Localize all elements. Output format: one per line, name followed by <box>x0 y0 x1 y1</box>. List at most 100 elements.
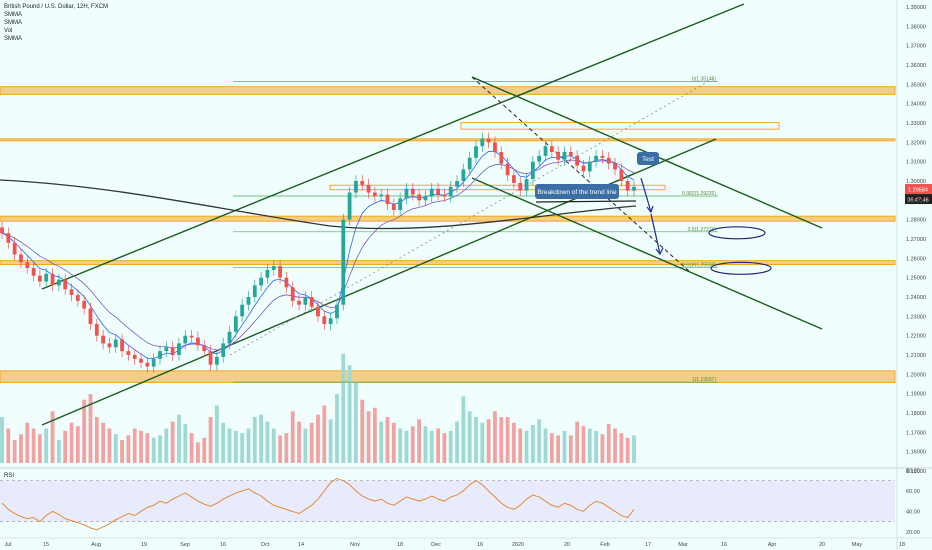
candle-body <box>625 181 630 191</box>
test-label-box <box>637 152 659 165</box>
volume-bar <box>38 434 42 463</box>
candle-body <box>56 279 61 286</box>
volume-bar <box>455 421 459 463</box>
candle-body <box>202 345 207 352</box>
volume-bar <box>259 414 264 463</box>
volume-bar <box>101 422 106 463</box>
candle-body <box>6 233 11 243</box>
fib-level-label: 0.618(1.25536) <box>682 262 716 268</box>
candle-body <box>107 343 112 348</box>
candle-body <box>25 262 30 268</box>
legend-item[interactable]: Vol <box>4 28 13 34</box>
candle-body <box>19 254 23 263</box>
legend-item[interactable]: SMMA <box>4 12 22 18</box>
volume-bar <box>252 417 257 463</box>
candle-body <box>328 318 333 325</box>
x-tick-label: 15 <box>43 542 49 548</box>
volume-bar <box>170 421 175 463</box>
volume-bar <box>404 430 409 463</box>
legend-item[interactable]: SMMA <box>4 20 22 26</box>
candle-body <box>145 362 150 367</box>
candle-body <box>613 163 617 170</box>
candle-body <box>581 165 586 172</box>
y-tick-label: 1.33000 <box>906 121 926 127</box>
candle-body <box>322 316 327 325</box>
volume-bar <box>372 407 377 463</box>
x-tick-label: 18 <box>899 542 905 548</box>
candle-body <box>398 198 403 210</box>
candle-body <box>499 152 504 164</box>
candle-body <box>568 152 573 156</box>
volume-bar <box>461 396 466 463</box>
volume-bar <box>632 435 636 463</box>
candle-body <box>50 273 55 286</box>
x-tick-label: Sep <box>180 542 190 548</box>
volume-bar <box>530 425 535 463</box>
legend-item[interactable]: SMMA <box>4 36 22 42</box>
volume-bar <box>480 422 485 463</box>
candle-body <box>335 304 339 319</box>
volume-bar <box>246 428 251 463</box>
resistance-zone <box>0 215 896 222</box>
volume-bar <box>271 428 276 463</box>
volume-bar <box>189 433 194 463</box>
candlesticks <box>0 132 636 373</box>
candle-body <box>221 343 226 357</box>
resistance-zone <box>0 260 896 266</box>
volume-bar <box>594 430 598 463</box>
candle-body <box>619 169 624 181</box>
candle-body <box>543 146 548 156</box>
candle-body <box>252 285 257 297</box>
x-tick-label: 16 <box>721 542 727 548</box>
volume-bar <box>600 434 605 463</box>
breakdown-marker-line <box>535 200 637 203</box>
volume-bar <box>581 426 586 463</box>
volume-bar <box>556 435 561 463</box>
candle-body <box>290 287 295 301</box>
y-tick-label: 1.34000 <box>906 102 926 108</box>
candle-body <box>537 155 542 162</box>
current-price-tag <box>905 184 932 195</box>
volume-bar <box>474 417 478 463</box>
candle-body <box>417 194 422 201</box>
volume-bar <box>297 421 301 463</box>
candle-body <box>341 219 346 305</box>
y-tick-label: 1.35000 <box>906 82 926 88</box>
volume-bar <box>164 428 169 463</box>
fib-level-label: 0.382(1.29226) <box>682 191 716 197</box>
candle-body <box>391 204 396 210</box>
candle-body <box>164 347 169 352</box>
x-tick-label: 19 <box>141 542 147 548</box>
candle-body <box>530 161 535 180</box>
volume-bar <box>537 419 542 463</box>
resistance-zone <box>460 122 780 130</box>
candle-body <box>246 297 251 305</box>
volume-bar <box>88 394 93 463</box>
x-tick-label: Dec <box>431 542 441 548</box>
volume-bar <box>196 442 200 463</box>
x-tick-label: 18 <box>397 542 403 548</box>
volume-bar <box>429 430 434 463</box>
volume-bar <box>202 437 207 463</box>
candle-body <box>372 192 377 197</box>
y-tick-label: 1.15000 <box>906 469 926 475</box>
y-tick-label: 1.16000 <box>906 450 926 456</box>
volume-bar <box>183 423 188 463</box>
candle-body <box>385 194 390 205</box>
volume-bar <box>126 435 131 463</box>
y-tick-label: 1.28000 <box>906 218 926 224</box>
volume-bar <box>303 428 308 463</box>
volume-bar <box>139 430 143 463</box>
y-tick-label: 1.27000 <box>906 237 926 243</box>
candle-body <box>486 138 491 143</box>
candle-body <box>88 308 93 325</box>
projection-arrowhead <box>655 247 664 256</box>
volume-bar <box>379 421 384 463</box>
volume-bar <box>6 428 11 463</box>
candle-body <box>480 138 485 147</box>
volume-bar <box>50 411 55 463</box>
candle-body <box>606 157 611 164</box>
volume-bar <box>587 428 592 463</box>
volume-bar <box>341 353 346 463</box>
